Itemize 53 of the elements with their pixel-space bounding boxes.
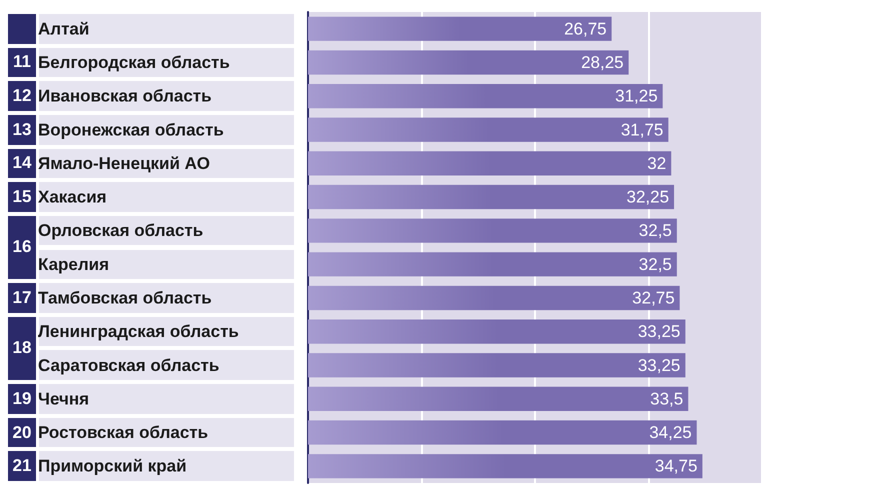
y-tick-label: Белгородская область [38, 52, 230, 72]
bar [308, 386, 688, 412]
bar [308, 353, 686, 378]
data-label: 31,25 [615, 86, 658, 106]
rank-box: 21 [8, 451, 36, 481]
rank-box: 17 [8, 283, 36, 313]
bar [308, 218, 677, 243]
data-label: 34,25 [649, 423, 692, 442]
rank-box: 15 [8, 182, 36, 212]
bar [308, 118, 668, 142]
y-tick-label: Ивановская область [38, 86, 212, 106]
data-label: 32,5 [638, 254, 672, 274]
rank-box: 14 [8, 148, 36, 178]
bar [308, 84, 663, 108]
rank-box: 16 [8, 216, 36, 280]
rank-box: 12 [8, 81, 36, 111]
y-tick-label: Карелия [38, 254, 110, 274]
y-tick-label: Ямало-Ненецкий АО [38, 154, 210, 173]
y-tick-label: Орловская область [38, 221, 204, 240]
bar [308, 454, 702, 478]
data-label: 32 [647, 154, 666, 173]
y-tick-label: Саратовская область [38, 356, 220, 375]
y-tick-label: Приморский край [38, 456, 187, 476]
bar [308, 184, 674, 210]
rank-box: 19 [8, 384, 36, 414]
data-label: 26,75 [564, 19, 607, 38]
data-label: 33,5 [650, 389, 684, 408]
data-label: 33,25 [638, 322, 680, 342]
bar [308, 286, 680, 310]
rank-box: 18 [8, 316, 36, 380]
data-label: 34,75 [654, 456, 698, 476]
bar [308, 151, 672, 176]
rank-box: 20 [8, 418, 36, 448]
bar [308, 319, 686, 344]
rank-box: 13 [8, 114, 36, 145]
y-tick-label: Алтай [38, 19, 90, 38]
rank-box: 11 [8, 48, 36, 78]
y-tick-label: Чечня [38, 389, 90, 408]
bar [308, 16, 612, 41]
bar [308, 252, 677, 276]
y-tick-label: Ленинградская область [38, 322, 239, 342]
data-label: 31,75 [620, 120, 664, 140]
y-tick-label: Хакасия [38, 188, 107, 207]
data-label: 32,5 [638, 221, 672, 240]
data-label: 32,25 [626, 188, 670, 207]
bar [308, 420, 697, 445]
data-label: 28,25 [581, 52, 624, 72]
y-tick-label: Тамбовская область [38, 288, 212, 308]
y-tick-label: Ростовская область [38, 423, 208, 442]
bar [308, 50, 629, 75]
data-label: 33,25 [638, 356, 680, 375]
y-tick-label: Воронежская область [38, 120, 224, 140]
data-label: 32,75 [632, 288, 675, 308]
